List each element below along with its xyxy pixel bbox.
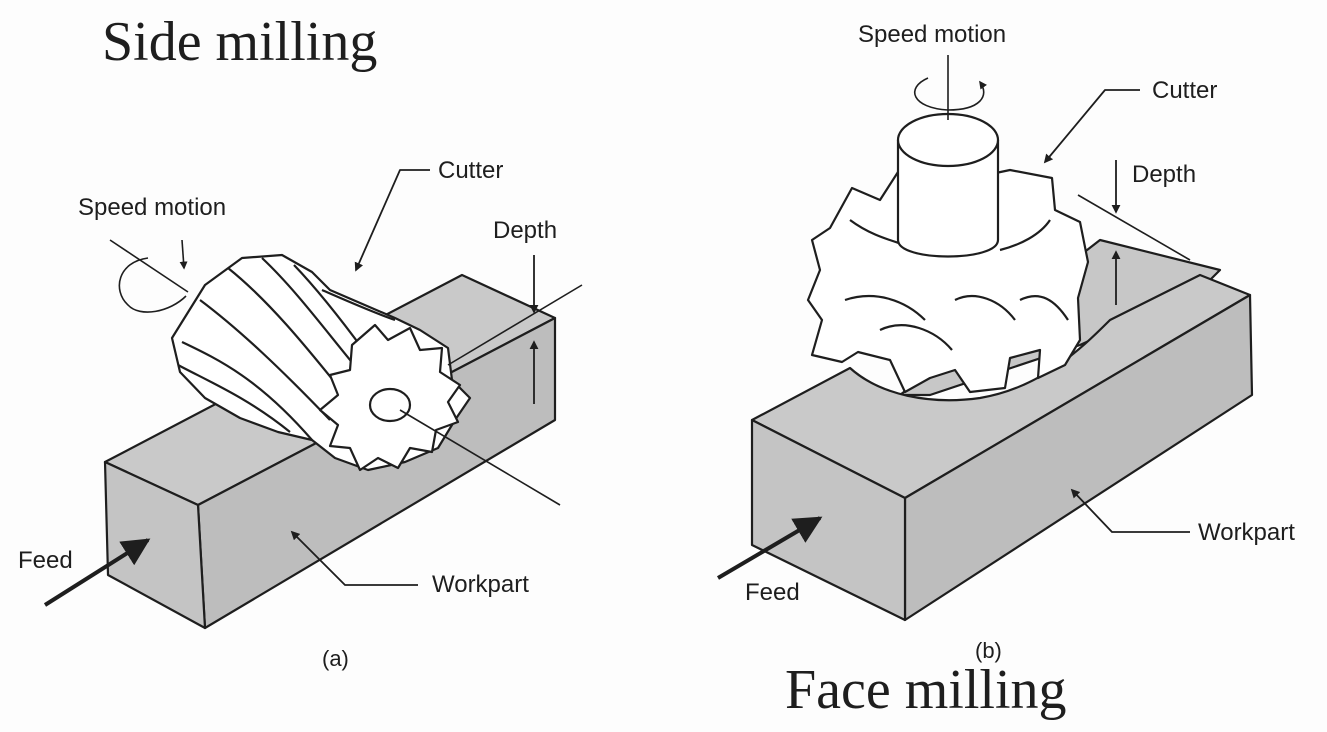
- label-speed-a: Speed motion: [78, 194, 226, 221]
- label-workpart-b: Workpart: [1198, 519, 1295, 546]
- caption-a: (a): [322, 646, 349, 671]
- label-cutter-a: Cutter: [438, 157, 503, 184]
- label-depth-a: Depth: [493, 217, 557, 244]
- label-speed-b: Speed motion: [858, 21, 1006, 48]
- title-left: Side milling: [102, 11, 377, 73]
- label-feed-b: Feed: [745, 579, 800, 606]
- label-workpart-a: Workpart: [432, 571, 529, 598]
- cutter-b-shank: [896, 140, 1000, 258]
- label-feed-a: Feed: [18, 547, 73, 574]
- title-right: Face milling: [785, 659, 1067, 721]
- workpart-b-front: [750, 418, 907, 622]
- workpart-b-top: [750, 273, 1252, 500]
- panel-a: [43, 169, 583, 630]
- cutter-a: [170, 253, 472, 472]
- workpart-a-front: [103, 460, 207, 630]
- label-depth-b: Depth: [1132, 161, 1196, 188]
- cutter-b: [806, 112, 1090, 394]
- caption-b: (b): [975, 638, 1002, 663]
- label-cutter-b: Cutter: [1152, 77, 1217, 104]
- panel-b: [716, 55, 1254, 622]
- cutter-b-shank-top: [896, 112, 1000, 168]
